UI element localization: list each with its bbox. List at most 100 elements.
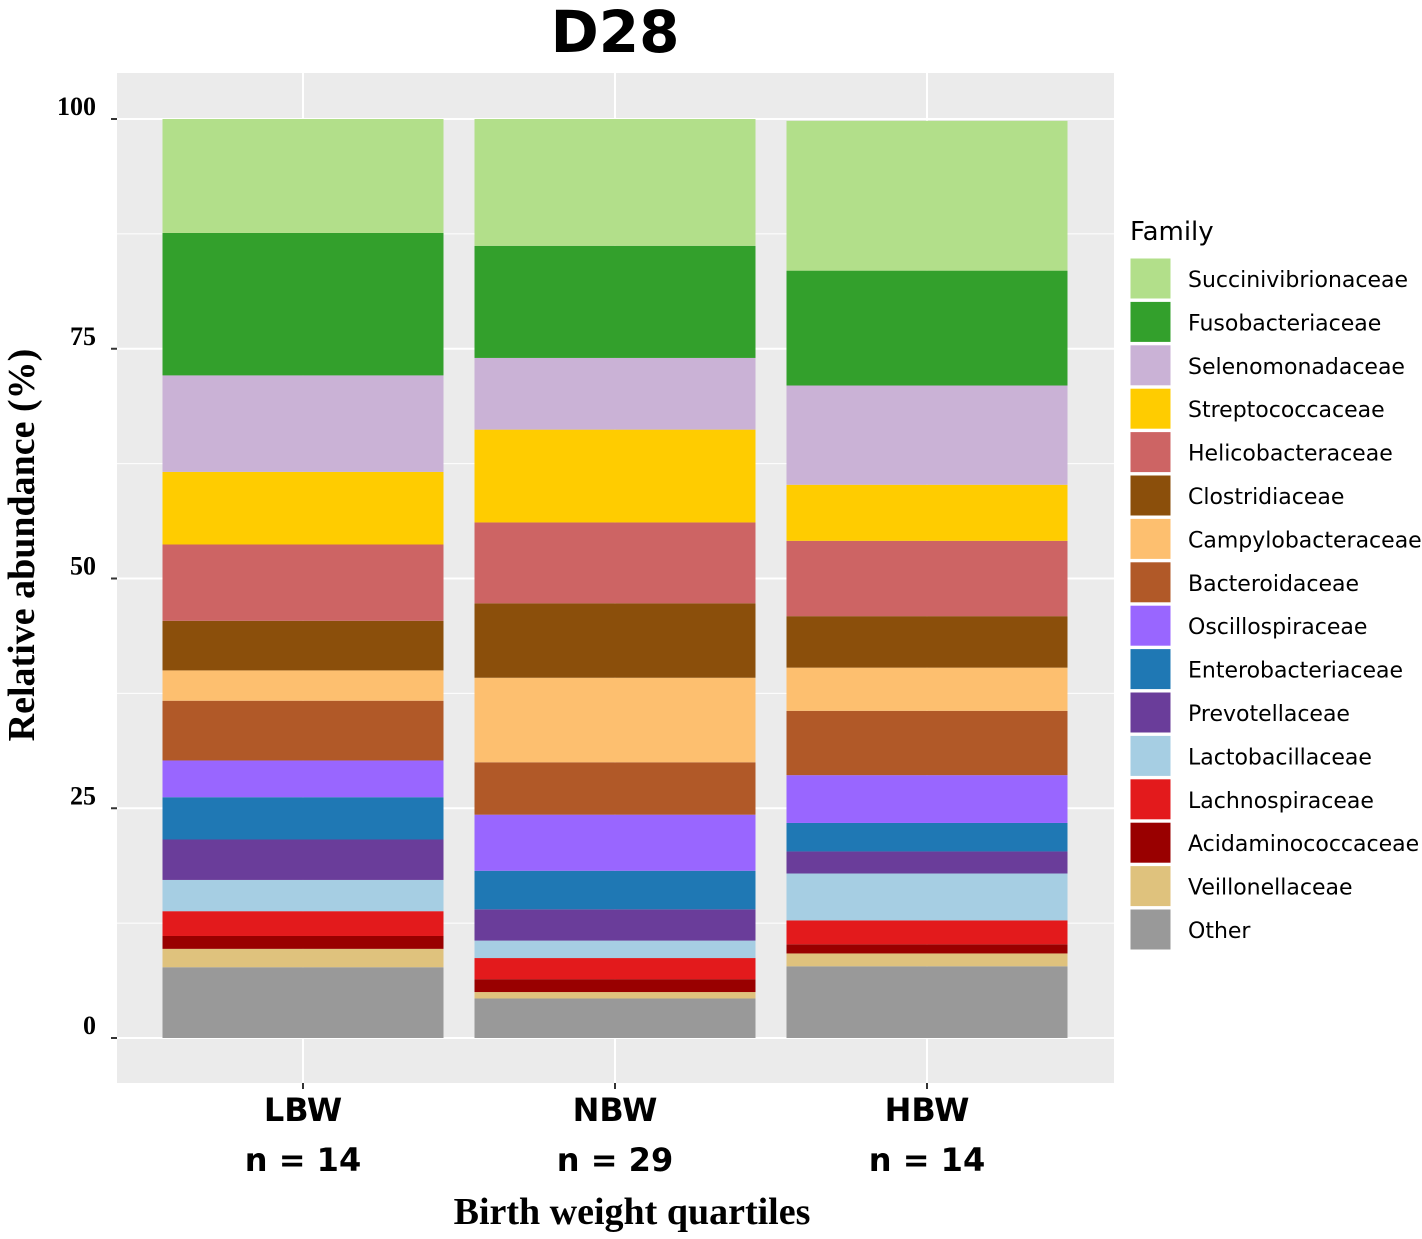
bar-segment-lbw-acidaminococcaceae xyxy=(162,935,444,949)
legend-label-other: Other xyxy=(1188,919,1251,944)
bar-segment-nbw-acidaminococcaceae xyxy=(474,979,756,993)
legend-label-oscillospiraceae: Oscillospiraceae xyxy=(1188,615,1367,640)
legend-label-acidaminococcaceae: Acidaminococcaceae xyxy=(1188,832,1419,857)
bar-segment-lbw-enterobacteriaceae xyxy=(162,797,444,840)
chart-title: D28 xyxy=(551,0,680,66)
bar-segment-nbw-veillonellaceae xyxy=(474,992,756,999)
bar-segment-nbw-enterobacteriaceae xyxy=(474,870,756,910)
legend-key-other xyxy=(1129,908,1172,951)
legend-key-selenomonadaceae xyxy=(1129,344,1172,387)
legend-key-campylobacteraceae xyxy=(1129,517,1172,560)
bar-segment-hbw-campylobacteraceae xyxy=(786,667,1068,711)
legend-label-succinivibrionaceae: Succinivibrionaceae xyxy=(1188,268,1408,293)
y-tick-label: 50 xyxy=(70,552,96,581)
bar-segment-lbw-oscillospiraceae xyxy=(162,760,444,798)
bar-segment-nbw-other xyxy=(474,998,756,1038)
bar-segment-lbw-clostridiaceae xyxy=(162,620,444,671)
bar-segment-hbw-lactobacillaceae xyxy=(786,873,1068,921)
bar-segment-hbw-veillonellaceae xyxy=(786,953,1068,967)
y-tick-label: 75 xyxy=(70,322,96,351)
legend-key-lactobacillaceae xyxy=(1129,734,1172,777)
x-axis: LBW n = 14 NBW n = 29 HBW n = 14 xyxy=(245,1083,985,1179)
legend-label-bacteroidaceae: Bacteroidaceae xyxy=(1188,572,1359,597)
legend-key-fusobacteriaceae xyxy=(1129,300,1172,343)
bar-segment-nbw-lachnospiraceae xyxy=(474,958,756,980)
y-tick-label: 100 xyxy=(57,92,96,121)
x-axis-label: Birth weight quartiles xyxy=(454,1191,811,1233)
legend-label-selenomonadaceae: Selenomonadaceae xyxy=(1188,355,1405,380)
legend-label-campylobacteraceae: Campylobacteraceae xyxy=(1188,528,1422,553)
legend-key-lachnospiraceae xyxy=(1129,778,1172,821)
legend-key-streptococcaceae xyxy=(1129,387,1172,430)
x-tick-sample-size-nbw: n = 29 xyxy=(557,1141,673,1179)
y-axis-label: Relative abundance (%) xyxy=(1,349,43,742)
bar-segment-lbw-helicobacteraceae xyxy=(162,544,444,621)
bar-segment-lbw-streptococcaceae xyxy=(162,471,444,545)
legend-label-lachnospiraceae: Lachnospiraceae xyxy=(1188,789,1374,814)
bar-segment-lbw-lachnospiraceae xyxy=(162,911,444,936)
bar-segment-hbw-lachnospiraceae xyxy=(786,920,1068,945)
legend-label-veillonellaceae: Veillonellaceae xyxy=(1188,876,1353,901)
bar-segment-nbw-streptococcaceae xyxy=(474,429,756,523)
bar-segment-lbw-succinivibrionaceae xyxy=(162,119,444,233)
bar-segment-hbw-oscillospiraceae xyxy=(786,775,1068,823)
legend-label-helicobacteraceae: Helicobacteraceae xyxy=(1188,442,1393,467)
bar-segment-hbw-acidaminococcaceae xyxy=(786,944,1068,954)
legend-key-enterobacteriaceae xyxy=(1129,648,1172,691)
bar-segment-lbw-veillonellaceae xyxy=(162,948,444,968)
legend-label-streptococcaceae: Streptococcaceae xyxy=(1188,398,1385,423)
bar-segment-nbw-fusobacteriaceae xyxy=(474,245,756,358)
legend-title: Family xyxy=(1130,217,1214,247)
bar-segment-lbw-prevotellaceae xyxy=(162,839,444,880)
legend-label-clostridiaceae: Clostridiaceae xyxy=(1188,485,1344,510)
legend-key-acidaminococcaceae xyxy=(1129,821,1172,864)
legend-key-veillonellaceae xyxy=(1129,865,1172,908)
bar-segment-hbw-enterobacteriaceae xyxy=(786,822,1068,852)
bar-segment-nbw-campylobacteraceae xyxy=(474,677,756,763)
bar-segment-hbw-fusobacteriaceae xyxy=(786,270,1068,386)
bar-segment-nbw-clostridiaceae xyxy=(474,603,756,678)
legend-key-oscillospiraceae xyxy=(1129,604,1172,647)
bar-segment-lbw-campylobacteraceae xyxy=(162,670,444,701)
legend-label-enterobacteriaceae: Enterobacteriaceae xyxy=(1188,659,1403,684)
bar-segment-hbw-bacteroidaceae xyxy=(786,710,1068,776)
bar-segment-nbw-selenomonadaceae xyxy=(474,357,756,430)
y-tick-label: 0 xyxy=(83,1011,96,1040)
bar-segment-nbw-prevotellaceae xyxy=(474,909,756,941)
legend-label-fusobacteriaceae: Fusobacteriaceae xyxy=(1188,311,1381,336)
bar-segment-hbw-helicobacteraceae xyxy=(786,540,1068,617)
bar-segment-nbw-helicobacteraceae xyxy=(474,522,756,604)
bar-segment-hbw-clostridiaceae xyxy=(786,616,1068,668)
bar-segment-lbw-fusobacteriaceae xyxy=(162,232,444,376)
x-tick-label-hbw: HBW xyxy=(885,1091,970,1129)
bar-segment-nbw-oscillospiraceae xyxy=(474,814,756,871)
legend-key-bacteroidaceae xyxy=(1129,561,1172,604)
bar-segment-hbw-other xyxy=(786,966,1068,1038)
x-tick-sample-size-lbw: n = 14 xyxy=(245,1141,361,1179)
x-tick-label-nbw: NBW xyxy=(573,1091,658,1129)
y-tick-label: 25 xyxy=(70,781,96,810)
y-axis: 0 25 50 75 100 xyxy=(57,92,117,1040)
bar-segment-nbw-bacteroidaceae xyxy=(474,762,756,815)
bar-segment-lbw-bacteroidaceae xyxy=(162,700,444,761)
bar-segment-lbw-selenomonadaceae xyxy=(162,375,444,472)
bar-segment-lbw-other xyxy=(162,967,444,1038)
legend: Family Succinivibrionaceae Fusobacteriace… xyxy=(1129,217,1422,951)
x-tick-label-lbw: LBW xyxy=(264,1091,342,1129)
legend-key-clostridiaceae xyxy=(1129,474,1172,517)
bar-segment-hbw-selenomonadaceae xyxy=(786,385,1068,485)
bar-segment-hbw-prevotellaceae xyxy=(786,851,1068,874)
legend-key-prevotellaceae xyxy=(1129,691,1172,734)
bar-segment-hbw-succinivibrionaceae xyxy=(786,120,1068,271)
bar-segment-lbw-lactobacillaceae xyxy=(162,879,444,912)
x-tick-sample-size-hbw: n = 14 xyxy=(869,1141,985,1179)
legend-label-lactobacillaceae: Lactobacillaceae xyxy=(1188,745,1372,770)
bars xyxy=(162,119,1068,1038)
bar-segment-nbw-lactobacillaceae xyxy=(474,940,756,959)
legend-key-helicobacteraceae xyxy=(1129,431,1172,474)
legend-key-succinivibrionaceae xyxy=(1129,257,1172,300)
bar-segment-hbw-streptococcaceae xyxy=(786,484,1068,541)
legend-label-prevotellaceae: Prevotellaceae xyxy=(1188,702,1350,727)
bar-segment-nbw-succinivibrionaceae xyxy=(474,119,756,246)
